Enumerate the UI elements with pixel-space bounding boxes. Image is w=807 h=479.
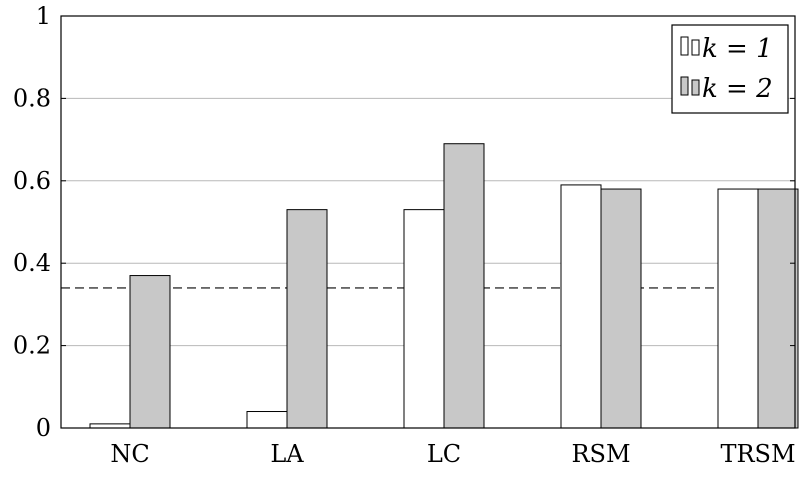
y-tick-label: 1 [36, 2, 51, 30]
bar-trsm-series-2 [757, 188, 799, 429]
bar-rsm-series-2 [600, 188, 642, 429]
x-tick-label: LC [427, 440, 461, 468]
bar-nc-series-1 [89, 423, 131, 429]
x-tick-label: TRSM [720, 440, 795, 468]
legend-box [671, 24, 789, 114]
y-tick-label: 0 [36, 414, 51, 442]
legend-swatch [691, 79, 700, 96]
bar-nc-series-2 [129, 275, 171, 429]
bar-la-series-1 [246, 411, 288, 429]
y-tick-label: 0.8 [13, 84, 51, 112]
legend-swatch [680, 36, 689, 56]
y-tick-label: 0.4 [13, 249, 51, 277]
x-tick-label: LA [270, 440, 304, 468]
y-axis-ticks: 0 0.2 0.4 0.6 0.8 1 [13, 2, 795, 442]
x-tick-label: NC [110, 440, 149, 468]
legend-swatch [680, 76, 689, 96]
x-axis-ticks: NC LA LC RSM TRSM [110, 423, 796, 468]
bar-lc-series-1 [403, 209, 445, 429]
bar-rsm-series-1 [560, 184, 602, 429]
legend-swatch [691, 39, 700, 56]
bar-lc-series-2 [443, 143, 485, 429]
y-tick-label: 0.6 [13, 167, 51, 195]
legend-label: k = 1 [702, 34, 773, 64]
axes [60, 15, 796, 429]
x-tick-label: RSM [571, 440, 630, 468]
bars [89, 143, 799, 429]
legend: k = 1 k = 2 [671, 24, 789, 114]
y-tick-label: 0.2 [13, 332, 51, 360]
plot-frame [60, 15, 796, 429]
bar-la-series-2 [286, 209, 328, 429]
bar-trsm-series-1 [717, 188, 759, 429]
legend-label: k = 2 [702, 74, 773, 104]
